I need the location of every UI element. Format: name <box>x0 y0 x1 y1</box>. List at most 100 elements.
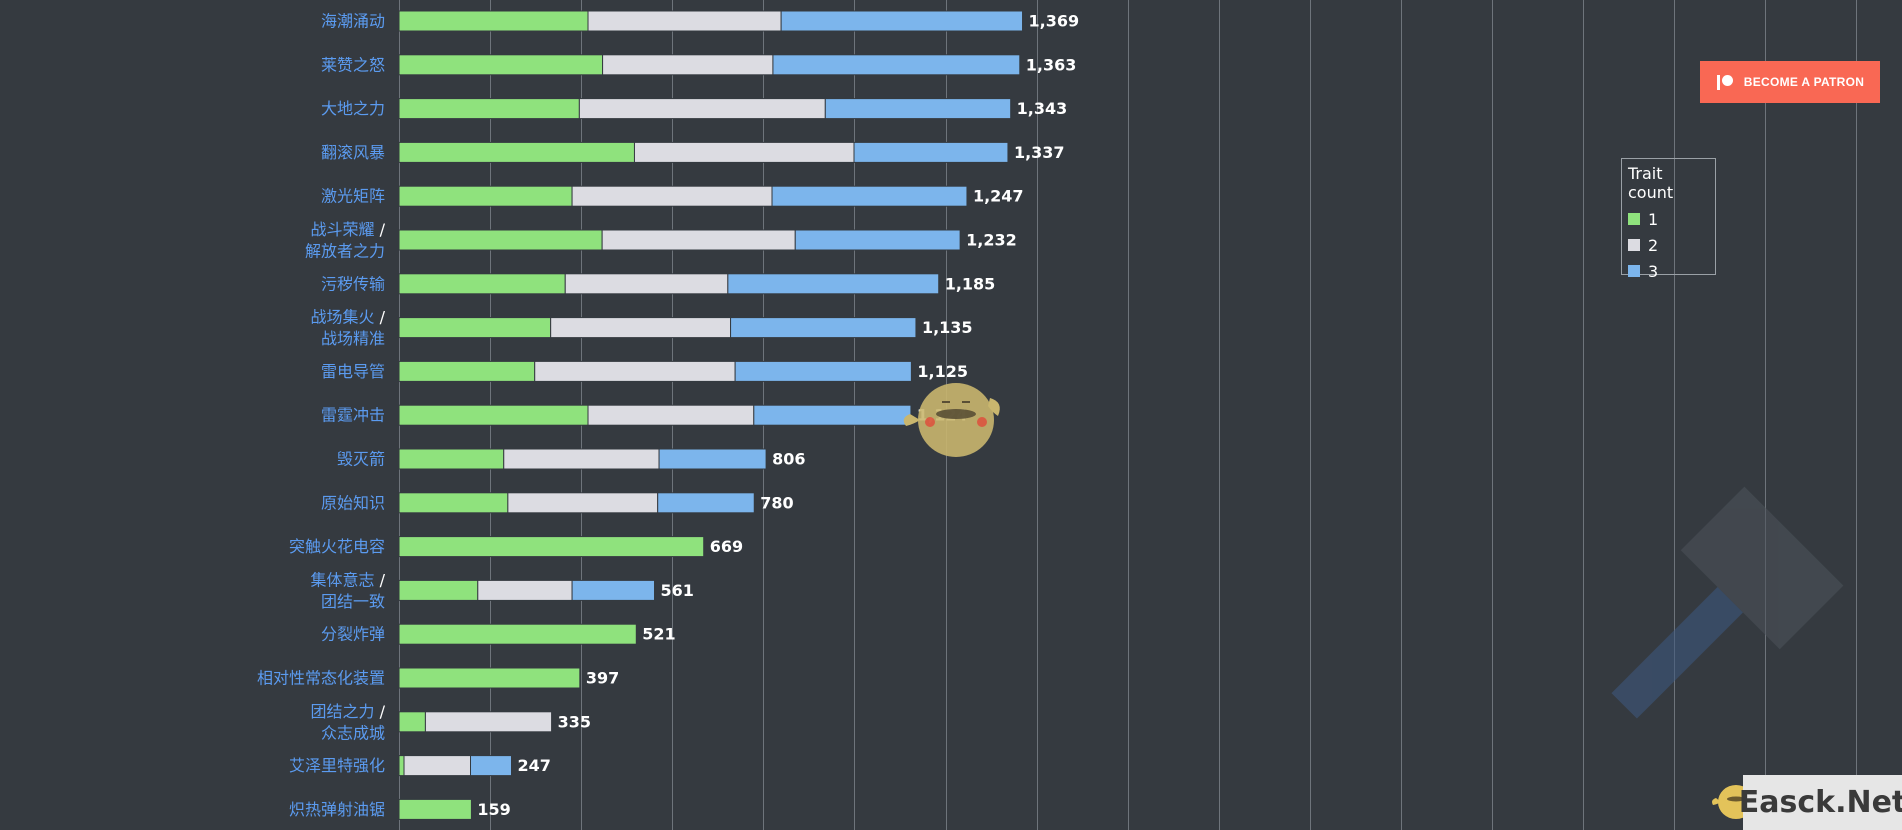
bar-segment-3[interactable] <box>734 360 912 382</box>
bar-segment-1[interactable] <box>398 623 637 645</box>
total-label: 1,247 <box>973 187 1024 206</box>
category-label[interactable]: 战场精准 <box>321 329 385 348</box>
total-label: 1,232 <box>966 231 1017 250</box>
bar-segment-2[interactable] <box>633 141 855 163</box>
category-label[interactable]: 相对性常态化装置 <box>257 669 385 688</box>
category-label[interactable]: 污秽传输 <box>321 274 385 293</box>
bar-segment-1[interactable] <box>398 404 589 426</box>
bar-segment-2[interactable] <box>403 755 472 777</box>
category-label[interactable]: 激光矩阵 <box>321 187 385 206</box>
bar-segment-3[interactable] <box>772 54 1021 76</box>
bar-segment-3[interactable] <box>753 404 912 426</box>
bar-segment-1[interactable] <box>398 579 479 601</box>
total-label: 669 <box>710 537 743 556</box>
legend-swatch <box>1628 213 1640 225</box>
bar-segment-2[interactable] <box>507 492 659 514</box>
bar-segment-1[interactable] <box>398 229 603 251</box>
bar-segment-1[interactable] <box>398 317 552 339</box>
bar-segment-1[interactable] <box>398 185 573 207</box>
category-label[interactable]: 雷电导管 <box>321 362 385 381</box>
become-patron-button[interactable]: BECOME A PATRON <box>1700 61 1880 103</box>
category-label[interactable]: 炽热弹射油锯 <box>289 800 385 819</box>
category-label[interactable]: 艾泽里特强化 <box>289 756 385 775</box>
total-label: 247 <box>517 756 550 775</box>
bar-segment-3[interactable] <box>657 492 755 514</box>
legend-item-3[interactable]: 3 <box>1628 258 1709 284</box>
bar-segment-3[interactable] <box>780 10 1024 32</box>
watermark: Easck.Net <box>1739 775 1902 830</box>
category-label[interactable]: 毁灭箭 <box>337 450 385 469</box>
bar-segment-3[interactable] <box>794 229 961 251</box>
category-label[interactable]: 众志成城 <box>321 723 385 742</box>
legend-swatch <box>1628 239 1640 251</box>
bar-segment-2[interactable] <box>550 317 732 339</box>
bar-segment-3[interactable] <box>853 141 1009 163</box>
bar-segment-2[interactable] <box>477 579 573 601</box>
category-label[interactable]: 突触火花电容 <box>289 537 385 556</box>
total-label: 806 <box>772 450 805 469</box>
bar-segment-2[interactable] <box>587 404 755 426</box>
category-label[interactable]: 集体意志 / <box>311 570 386 589</box>
bar-segment-1[interactable] <box>398 798 472 820</box>
bar-segment-1[interactable] <box>398 98 580 120</box>
total-label: 1,185 <box>945 274 996 293</box>
bar-segment-3[interactable] <box>470 755 512 777</box>
bar-segment-2[interactable] <box>587 10 782 32</box>
total-label: 521 <box>642 625 675 644</box>
category-label[interactable]: 分裂炸弹 <box>321 625 385 644</box>
total-label: 1,337 <box>1014 143 1065 162</box>
bar-segment-2[interactable] <box>601 229 796 251</box>
category-label[interactable]: 战斗荣耀 / <box>311 220 386 239</box>
bar-segment-3[interactable] <box>658 448 767 470</box>
category-label[interactable]: 战场集火 / <box>311 307 386 326</box>
category-label[interactable]: 团结之力 / <box>311 701 386 720</box>
total-label: 1,125 <box>917 362 968 381</box>
legend-item-1[interactable]: 1 <box>1628 206 1709 232</box>
bar-segment-1[interactable] <box>398 536 705 558</box>
category-label[interactable]: 大地之力 <box>321 99 385 118</box>
legend-title: Trait count <box>1628 164 1674 202</box>
bar-segment-1[interactable] <box>398 10 589 32</box>
bar-segment-1[interactable] <box>398 755 405 777</box>
bar-segment-2[interactable] <box>564 273 729 295</box>
bar-segment-1[interactable] <box>398 360 536 382</box>
legend-item-2[interactable]: 2 <box>1628 232 1709 258</box>
bar-segment-1[interactable] <box>398 492 509 514</box>
category-label[interactable]: 雷霆冲击 <box>321 406 385 425</box>
legend-label: 1 <box>1648 209 1659 229</box>
bar-segment-1[interactable] <box>398 448 505 470</box>
hammer-head <box>1680 486 1844 650</box>
bar-segment-3[interactable] <box>571 579 656 601</box>
bar-segment-2[interactable] <box>534 360 736 382</box>
total-label: 1,135 <box>922 318 973 337</box>
patreon-icon <box>1716 73 1734 91</box>
bar-segment-1[interactable] <box>398 141 635 163</box>
bar-segment-2[interactable] <box>578 98 826 120</box>
category-label[interactable]: 原始知识 <box>321 493 385 512</box>
bar-segment-2[interactable] <box>503 448 660 470</box>
bar-segment-2[interactable] <box>571 185 773 207</box>
bar-segment-1[interactable] <box>398 54 604 76</box>
bar-segment-2[interactable] <box>424 711 553 733</box>
category-label[interactable]: 团结一致 <box>321 592 385 611</box>
legend-label: 3 <box>1648 261 1659 281</box>
total-label: 1,343 <box>1017 99 1068 118</box>
category-label[interactable]: 翻滚风暴 <box>321 143 385 162</box>
total-label: 780 <box>760 493 793 512</box>
bar-segment-3[interactable] <box>730 317 917 339</box>
bar-segment-1[interactable] <box>398 667 581 689</box>
bar-segment-1[interactable] <box>398 711 426 733</box>
watermark-text: Easck.Net <box>1738 785 1902 820</box>
bar-segment-3[interactable] <box>824 98 1012 120</box>
category-label[interactable]: 海潮涌动 <box>321 12 385 31</box>
bar-segment-3[interactable] <box>771 185 968 207</box>
total-label: 397 <box>586 669 619 688</box>
bar-segment-1[interactable] <box>398 273 566 295</box>
bar-segment-2[interactable] <box>602 54 774 76</box>
hammer-icon <box>1611 486 1844 719</box>
total-label: 1,369 <box>1029 12 1080 31</box>
category-label[interactable]: 莱赞之怒 <box>321 55 385 74</box>
bar-segment-3[interactable] <box>727 273 940 295</box>
category-label[interactable]: 解放者之力 <box>305 242 385 261</box>
